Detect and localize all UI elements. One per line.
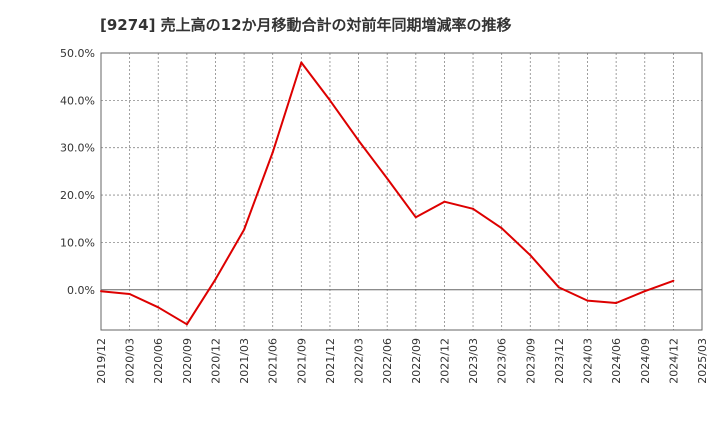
data-point: [157, 306, 160, 309]
x-tick-label: 2022/09: [410, 338, 423, 384]
x-tick-label: 2025/03: [696, 338, 709, 384]
data-point: [615, 302, 618, 305]
x-tick-label: 2020/12: [209, 338, 222, 384]
x-tick-label: 2024/03: [582, 338, 595, 384]
y-tick-label: 0.0%: [67, 284, 95, 297]
data-point: [414, 216, 417, 219]
data-point: [300, 61, 303, 64]
x-tick-label: 2021/03: [238, 338, 251, 384]
axis-layer: [100, 52, 703, 331]
x-tick-label: 2024/12: [667, 338, 680, 384]
data-point: [128, 293, 131, 296]
label-layer: 0.0% 10.0% 20.0% 30.0% 40.0% 50.0% 2019/12 2020…: [60, 47, 709, 384]
data-point: [472, 207, 475, 210]
x-tick-label: 2023/12: [553, 338, 566, 384]
x-tick-label: 2024/09: [639, 338, 652, 384]
data-point: [643, 290, 646, 293]
x-tick-label: 2022/06: [381, 338, 394, 384]
data-point: [185, 323, 188, 326]
chart-title: [9274] 売上高の12か月移動合計の対前年同期増減率の推移: [100, 16, 512, 34]
x-tick-label: 2023/06: [496, 338, 509, 384]
data-point: [500, 227, 503, 230]
data-point: [443, 200, 446, 203]
plot-frame: [100, 52, 703, 331]
x-tick-label: 2021/06: [267, 338, 280, 384]
data-point: [357, 139, 360, 142]
x-tick-label: 2020/09: [181, 338, 194, 384]
x-tick-label: 2020/06: [152, 338, 165, 384]
y-tick-label: 50.0%: [60, 47, 95, 60]
grid-layer: [101, 53, 702, 330]
x-tick-label: 2021/12: [324, 338, 337, 384]
x-tick-label: 2024/06: [610, 338, 623, 384]
y-tick-label: 40.0%: [60, 94, 95, 107]
data-point: [271, 151, 274, 154]
data-point: [386, 177, 389, 180]
data-point: [243, 228, 246, 231]
data-point: [100, 290, 102, 293]
y-tick-label: 10.0%: [60, 236, 95, 249]
data-point: [672, 279, 675, 282]
x-tick-label: 2022/03: [353, 338, 366, 384]
y-tick-label: 30.0%: [60, 142, 95, 155]
x-tick-label: 2019/12: [95, 338, 108, 384]
x-tick-label: 2020/03: [124, 338, 137, 384]
x-tick-label: 2023/03: [467, 338, 480, 384]
data-point: [557, 286, 560, 289]
data-point: [586, 299, 589, 302]
y-tick-label: 20.0%: [60, 189, 95, 202]
data-point: [328, 99, 331, 102]
data-point: [214, 278, 217, 281]
x-tick-label: 2023/09: [524, 338, 537, 384]
data-point: [529, 254, 532, 257]
series-layer: [100, 61, 675, 326]
x-tick-label: 2022/12: [438, 338, 451, 384]
x-tick-label: 2021/09: [295, 338, 308, 384]
